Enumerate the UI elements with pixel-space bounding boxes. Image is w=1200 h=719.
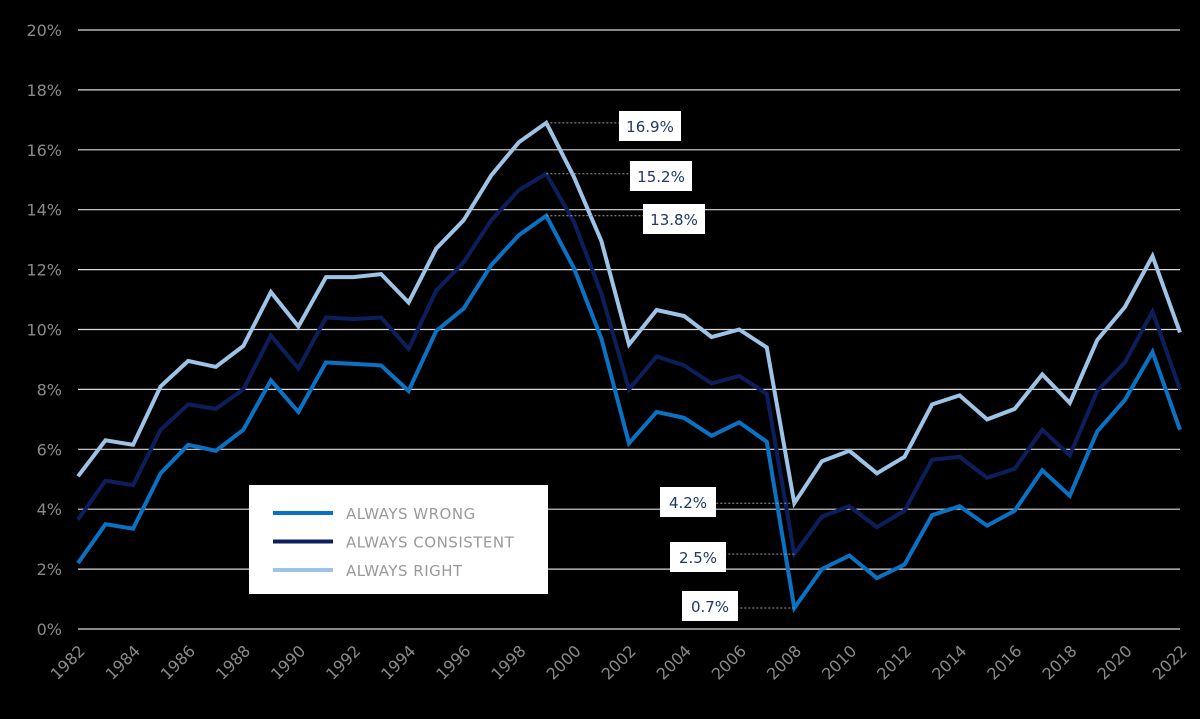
legend-label: ALWAYS RIGHT xyxy=(346,562,463,580)
y-tick-label: 20% xyxy=(26,21,62,40)
annotation-box xyxy=(670,542,726,572)
x-tick-label: 1984 xyxy=(102,641,144,683)
y-tick-label: 4% xyxy=(37,500,62,519)
annotation-box xyxy=(643,204,705,234)
x-axis-ticks: 1982 1984 1986 1988 1990 1992 1994 1996 1998 2000… xyxy=(47,641,1191,683)
series-lines xyxy=(76,119,1182,614)
y-axis-ticks: 0% 2% 4% 6% 8% 10% 12% 14% 16% 18% 20% xyxy=(26,21,62,639)
y-tick-label: 14% xyxy=(26,201,62,220)
legend: ALWAYS WRONG ALWAYS CONSISTENT ALWAYS RIGH… xyxy=(249,485,548,594)
annotation-label: 15.2% xyxy=(637,168,685,186)
x-tick-label: 2006 xyxy=(708,641,750,683)
y-tick-label: 10% xyxy=(26,321,62,340)
x-tick-label: 2012 xyxy=(873,641,915,683)
annotation-label: 2.5% xyxy=(679,549,717,567)
annotation-label: 16.9% xyxy=(626,118,674,136)
legend-label: ALWAYS CONSISTENT xyxy=(346,534,515,552)
series-line-always-wrong xyxy=(76,212,1182,614)
annotation-box xyxy=(682,591,738,621)
x-tick-label: 2016 xyxy=(983,641,1025,683)
y-tick-label: 2% xyxy=(37,560,62,579)
y-tick-label: 12% xyxy=(26,261,62,280)
y-tick-label: 6% xyxy=(37,440,62,459)
x-tick-label: 2002 xyxy=(598,641,640,683)
annotation-box xyxy=(630,161,692,191)
legend-label: ALWAYS WRONG xyxy=(346,505,476,523)
x-tick-label: 1992 xyxy=(322,641,364,683)
x-tick-label: 2010 xyxy=(818,641,860,683)
annotation-box xyxy=(660,487,716,517)
x-tick-label: 2000 xyxy=(543,641,585,683)
y-tick-label: 8% xyxy=(37,380,62,399)
x-tick-label: 2008 xyxy=(763,641,805,683)
x-tick-label: 2018 xyxy=(1038,641,1080,683)
y-tick-label: 16% xyxy=(26,141,62,160)
x-tick-label: 1988 xyxy=(212,641,254,683)
y-tick-label: 0% xyxy=(37,620,62,639)
y-tick-label: 18% xyxy=(26,81,62,100)
x-tick-label: 2022 xyxy=(1149,641,1191,683)
x-tick-label: 1994 xyxy=(377,641,419,683)
x-tick-label: 2004 xyxy=(653,641,695,683)
x-tick-label: 2014 xyxy=(928,641,970,683)
annotation-label: 13.8% xyxy=(650,211,698,229)
x-tick-label: 1996 xyxy=(432,641,474,683)
series-line-always-right xyxy=(76,119,1182,509)
annotation-box xyxy=(619,111,681,141)
series-line-always-consistent xyxy=(76,171,1182,560)
x-tick-label: 1986 xyxy=(157,641,199,683)
x-tick-label: 1998 xyxy=(487,641,529,683)
x-tick-label: 1990 xyxy=(267,641,309,683)
annotation-label: 0.7% xyxy=(691,598,729,616)
x-tick-label: 1982 xyxy=(47,641,89,683)
x-tick-label: 2020 xyxy=(1094,641,1136,683)
annotation-label: 4.2% xyxy=(669,494,707,512)
annotations: 16.9% 15.2% 13.8% 4.2% 2.5% 0.7% xyxy=(546,111,795,621)
